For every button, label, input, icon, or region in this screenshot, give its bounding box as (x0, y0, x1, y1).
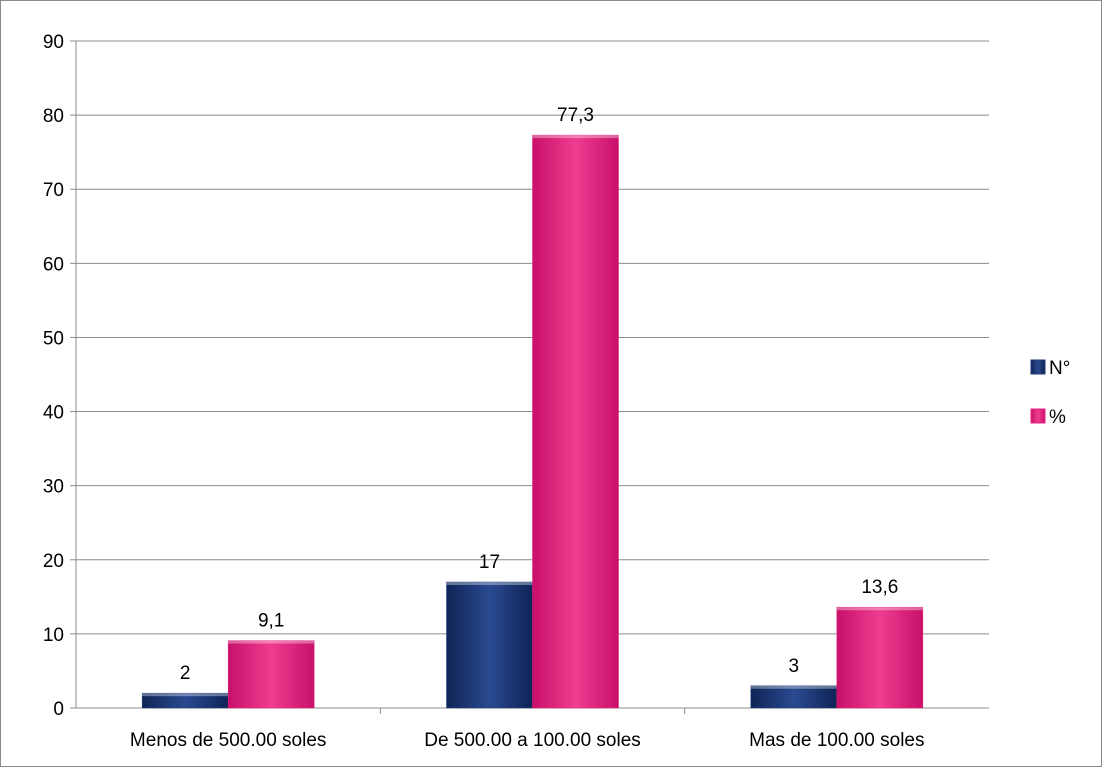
y-tick-label: 30 (43, 477, 64, 498)
y-tick-label: 70 (43, 180, 64, 201)
data-label: 2 (180, 663, 191, 684)
bar-highlight (532, 135, 619, 139)
data-label: 13,6 (861, 577, 898, 598)
y-tick-label: 60 (43, 254, 64, 275)
x-tick-label: Menos de 500.00 soles (130, 730, 326, 751)
bar-percent (532, 134, 619, 709)
bar-highlight (750, 685, 837, 689)
y-tick-label: 20 (43, 551, 64, 572)
data-label: 3 (789, 656, 800, 677)
x-tick-label: Mas de 100.00 soles (749, 730, 924, 751)
legend-swatch (1030, 359, 1046, 375)
y-tick-label: 80 (43, 106, 64, 127)
bar-highlight (228, 640, 315, 644)
legend-label: N° (1049, 358, 1070, 379)
bar-percent (227, 640, 315, 709)
data-label: 9,1 (258, 611, 284, 632)
bar-percent (836, 606, 924, 709)
bar-highlight (836, 607, 923, 611)
data-label: 17 (479, 552, 500, 573)
legend-swatch (1030, 408, 1046, 424)
y-tick-label: 50 (43, 328, 64, 349)
data-label: 77,3 (557, 105, 594, 126)
bar-count (446, 581, 533, 709)
x-tick-label: De 500.00 a 100.00 soles (424, 730, 641, 751)
y-tick-label: 40 (43, 403, 64, 424)
bar-highlight (142, 693, 229, 697)
y-tick-label: 90 (43, 32, 64, 53)
y-tick-label: 0 (53, 699, 64, 720)
data-labels: 2 9,1 17 77,3 3 13,6 (180, 105, 898, 684)
legend-label: % (1049, 407, 1066, 428)
legend: N°% (1030, 358, 1070, 428)
y-tick-label: 10 (43, 625, 64, 646)
bar-highlight (446, 582, 533, 586)
bars (141, 134, 924, 709)
bar-count (750, 685, 838, 709)
axes: 0 10 20 30 40 50 60 70 80 90 Menos de 500.00 soles… (43, 32, 989, 751)
